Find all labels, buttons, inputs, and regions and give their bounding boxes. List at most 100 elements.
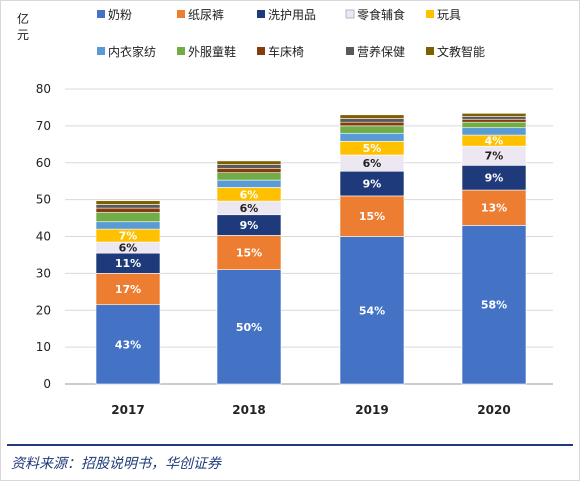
bar-data-label: 6% bbox=[363, 157, 382, 170]
bar-2019: 54% 15% 9% 6% 5% bbox=[339, 114, 405, 385]
y-axis-unit-char: 元 bbox=[17, 28, 29, 42]
legend-item: 玩具 bbox=[426, 8, 461, 22]
legend-label: 洗护用品 bbox=[268, 8, 316, 22]
bar-segment bbox=[95, 207, 161, 213]
bar-segment bbox=[339, 132, 405, 142]
bar-data-label: 50% bbox=[236, 321, 262, 334]
legend-swatch bbox=[426, 10, 434, 18]
legend-swatch bbox=[257, 47, 265, 55]
legend-swatch bbox=[177, 47, 185, 55]
bar-segment bbox=[216, 160, 282, 165]
bar-2020: 58% 13% 9% 7% 4% bbox=[461, 113, 527, 385]
y-tick-label: 30 bbox=[36, 266, 51, 280]
bar-segment bbox=[95, 304, 161, 385]
legend-label: 文教智能 bbox=[437, 44, 485, 59]
y-tick-label: 10 bbox=[36, 340, 51, 354]
bar-data-label: 6% bbox=[119, 242, 138, 255]
bar-segment bbox=[216, 269, 282, 385]
y-axis-ticks: 0 10 20 30 40 50 60 70 80 bbox=[36, 82, 51, 391]
bar-data-label: 5% bbox=[363, 142, 382, 155]
legend-item: 奶粉 bbox=[97, 8, 132, 22]
legend-item: 外服童鞋 bbox=[177, 44, 236, 59]
bar-segment bbox=[461, 127, 527, 136]
legend-item: 营养保健 bbox=[346, 44, 405, 59]
bar-segment bbox=[95, 204, 161, 209]
y-tick-label: 50 bbox=[36, 193, 51, 207]
bar-data-label: 9% bbox=[485, 172, 504, 185]
bar-segment bbox=[461, 121, 527, 129]
x-axis-categories: 2017 2018 2019 2020 bbox=[111, 403, 510, 417]
bar-segment bbox=[95, 221, 161, 230]
y-tick-label: 20 bbox=[36, 303, 51, 317]
legend-swatch bbox=[345, 9, 355, 19]
bar-data-label: 11% bbox=[115, 257, 141, 270]
bar-data-label: 15% bbox=[236, 247, 262, 260]
bar-data-label: 54% bbox=[359, 304, 385, 317]
legend-item: 零食辅食 bbox=[345, 7, 405, 22]
legend-swatch bbox=[257, 10, 265, 18]
y-tick-label: 70 bbox=[36, 119, 51, 133]
x-category-label: 2019 bbox=[355, 403, 388, 417]
y-tick-label: 60 bbox=[36, 156, 51, 170]
x-category-label: 2017 bbox=[111, 403, 144, 417]
bars: 43%17%11%6%7%50%15%9%6%6%54%15%9%6%5%58%… bbox=[95, 113, 527, 385]
bar-segment bbox=[461, 225, 527, 385]
bar-segment bbox=[339, 125, 405, 134]
bar-segment bbox=[339, 114, 405, 119]
legend-label: 外服童鞋 bbox=[188, 44, 236, 59]
bar-segment bbox=[339, 170, 405, 197]
bar-data-label: 7% bbox=[119, 230, 138, 243]
bar-data-label: 43% bbox=[115, 338, 141, 351]
y-tick-label: 40 bbox=[36, 230, 51, 244]
legend-swatch bbox=[426, 47, 434, 55]
y-tick-label: 0 bbox=[43, 377, 51, 391]
bar-data-label: 9% bbox=[363, 178, 382, 191]
bar-2017: 43% 17% 11% 6%7% bbox=[95, 200, 161, 385]
legend-item: 内衣家纺 bbox=[97, 44, 156, 59]
bar-data-label: 13% bbox=[481, 202, 507, 215]
bar-data-label: 58% bbox=[481, 299, 507, 312]
bar-segment bbox=[461, 113, 527, 117]
bar-segment bbox=[95, 200, 161, 205]
y-axis-unit-char: 亿 bbox=[17, 11, 29, 26]
bar-segment bbox=[216, 164, 282, 169]
source-note: 资料来源：招股说明书，华创证券 bbox=[11, 456, 221, 472]
bar-segment bbox=[461, 115, 527, 120]
legend-item: 车床椅 bbox=[257, 44, 304, 59]
bar-segment bbox=[216, 179, 282, 188]
source-divider bbox=[7, 444, 573, 446]
legend-swatch bbox=[346, 47, 354, 55]
legend-label: 内衣家纺 bbox=[108, 44, 156, 59]
bar-data-label: 7% bbox=[485, 150, 504, 163]
legend-label: 玩具 bbox=[437, 8, 461, 22]
x-category-label: 2020 bbox=[477, 403, 510, 417]
bar-segment bbox=[339, 118, 405, 123]
bar-segment bbox=[216, 172, 282, 181]
legend-swatch bbox=[177, 10, 185, 18]
bar-data-label: 9% bbox=[240, 219, 259, 232]
legend-label: 奶粉 bbox=[108, 8, 132, 22]
legend-item: 文教智能 bbox=[426, 44, 485, 59]
bar-data-label: 6% bbox=[240, 188, 259, 201]
bar-segment bbox=[339, 121, 405, 127]
x-category-label: 2018 bbox=[232, 403, 265, 417]
y-tick-label: 80 bbox=[36, 82, 51, 96]
bar-data-label: 4% bbox=[485, 135, 504, 148]
bar-segment bbox=[95, 212, 161, 223]
bar-data-label: 17% bbox=[115, 283, 141, 296]
y-axis-unit: 亿元 bbox=[17, 11, 29, 42]
legend-swatch bbox=[97, 10, 105, 18]
legend-label: 零食辅食 bbox=[357, 7, 405, 22]
legend-label: 营养保健 bbox=[357, 44, 405, 59]
legend-label: 纸尿裤 bbox=[188, 8, 224, 22]
bar-data-label: 6% bbox=[240, 202, 259, 215]
bar-segment bbox=[216, 167, 282, 174]
legend-label: 车床椅 bbox=[268, 44, 304, 59]
legend-item: 洗护用品 bbox=[257, 8, 316, 22]
bar-2018: 50% 15% 9% 6%6% bbox=[216, 160, 282, 385]
bar-segment bbox=[95, 273, 161, 306]
legend-item: 纸尿裤 bbox=[177, 8, 224, 22]
